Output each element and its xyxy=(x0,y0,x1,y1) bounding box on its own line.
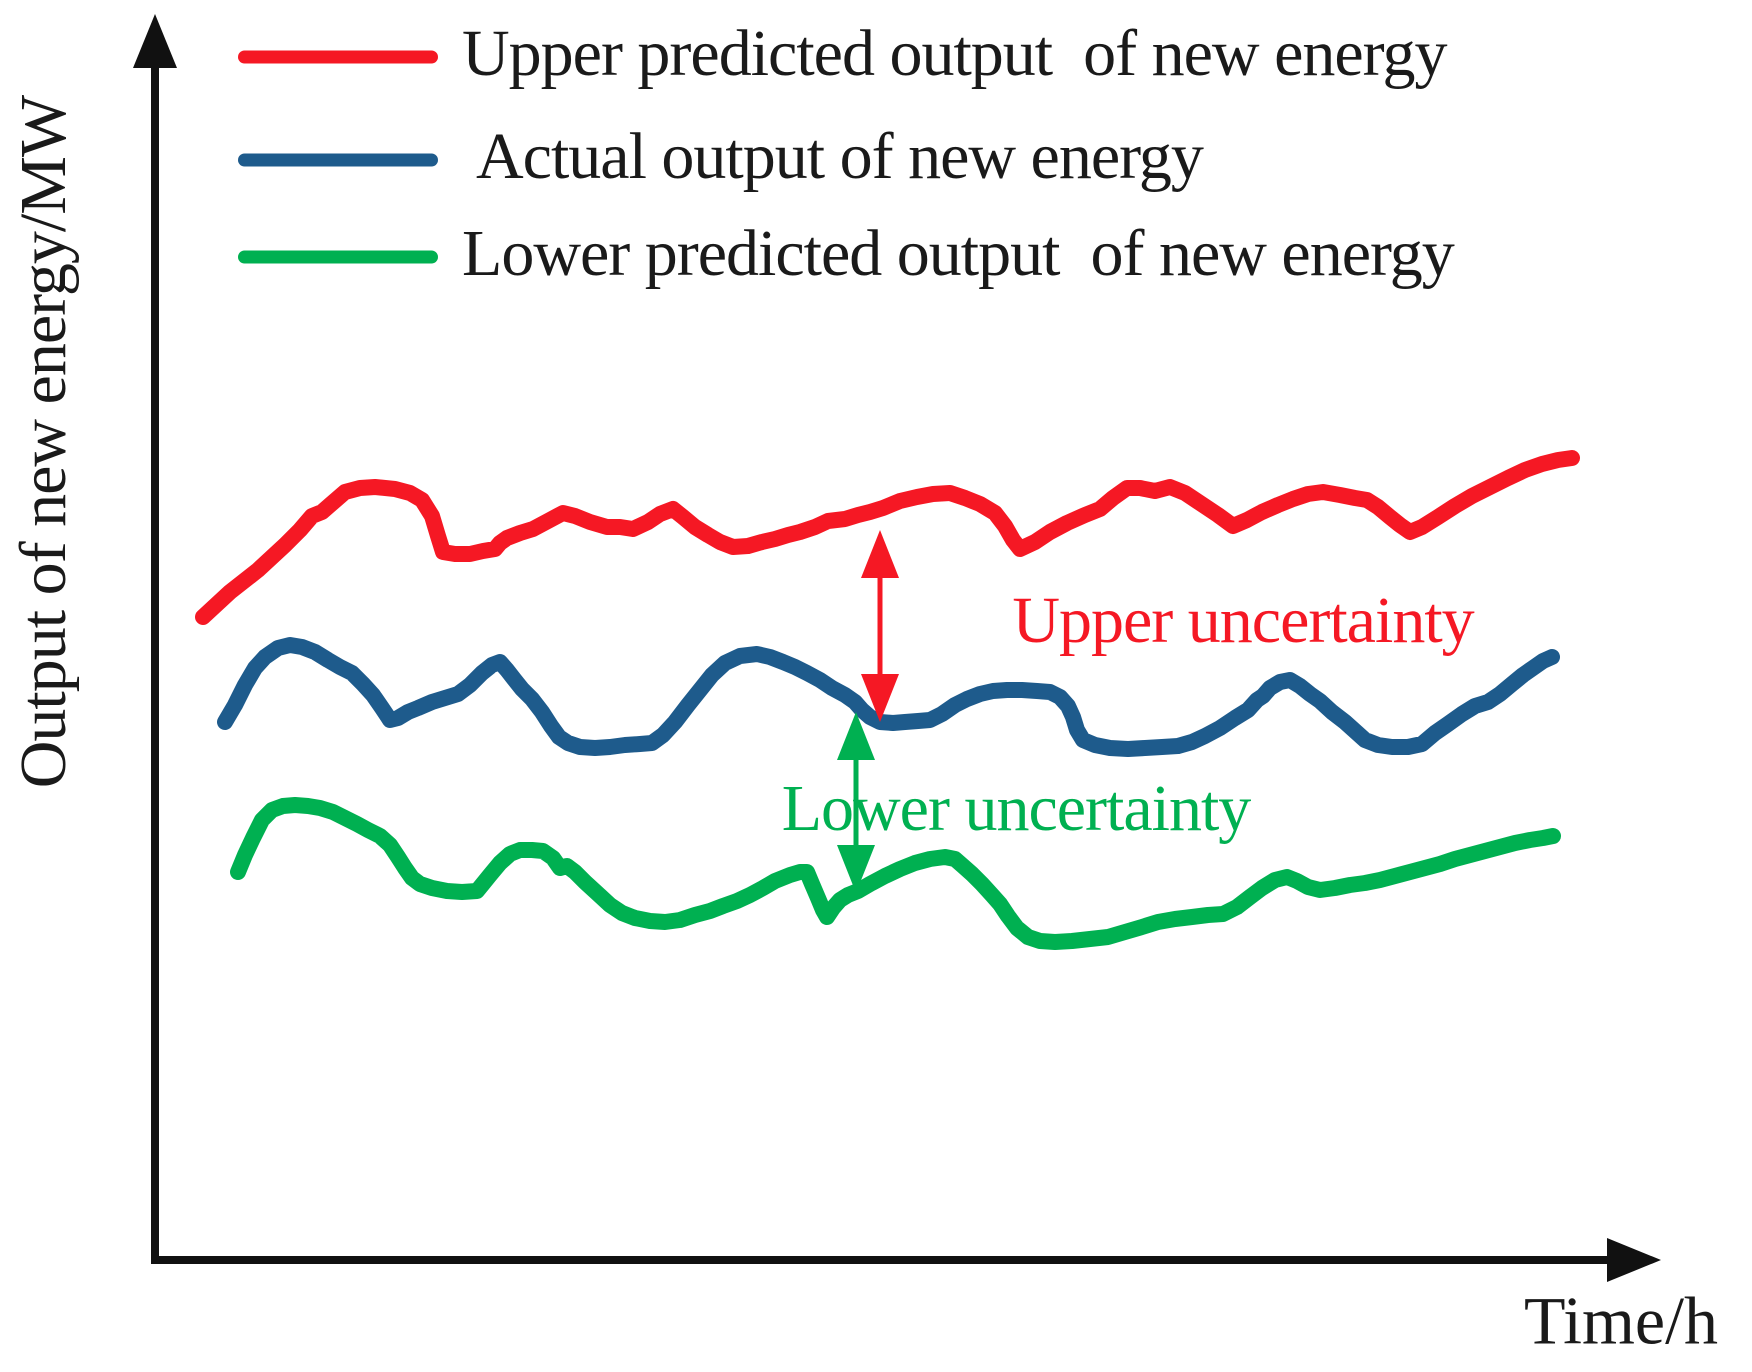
legend-line-green xyxy=(238,250,438,264)
legend-label: Lower predicted output of new energy xyxy=(462,216,1455,290)
legend-line-red xyxy=(238,50,438,64)
x-axis-label: Time/h xyxy=(1523,1282,1719,1359)
y-axis-label: Output of new energy/MW xyxy=(7,95,80,789)
legend-line-blue xyxy=(238,153,438,167)
upper-uncertainty-annotation: Upper uncertainty xyxy=(1012,584,1474,657)
lower-uncertainty-annotation: Lower uncertainty xyxy=(781,772,1252,845)
legend-label: Actual output of new energy xyxy=(476,119,1204,193)
legend-label: Upper predicted output of new energy xyxy=(462,16,1447,90)
